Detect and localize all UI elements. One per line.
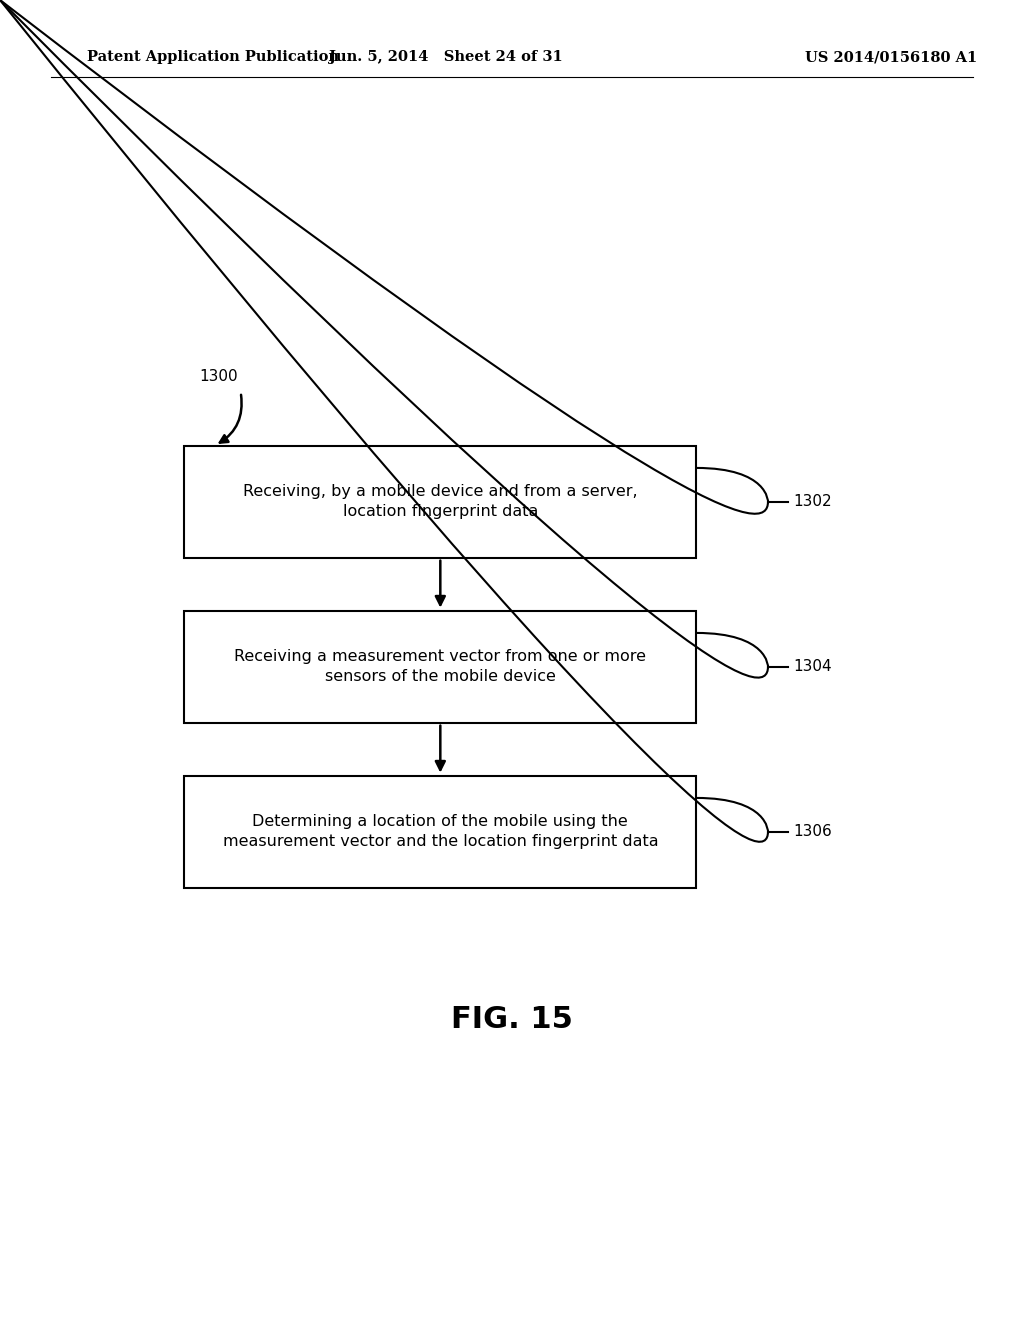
- Text: Determining a location of the mobile using the
measurement vector and the locati: Determining a location of the mobile usi…: [222, 814, 658, 849]
- Text: US 2014/0156180 A1: US 2014/0156180 A1: [805, 50, 977, 65]
- Text: 1304: 1304: [794, 659, 833, 675]
- FancyBboxPatch shape: [184, 776, 696, 887]
- Text: Receiving, by a mobile device and from a server,
location fingerprint data: Receiving, by a mobile device and from a…: [243, 484, 638, 519]
- Text: Jun. 5, 2014   Sheet 24 of 31: Jun. 5, 2014 Sheet 24 of 31: [329, 50, 562, 65]
- Text: FIG. 15: FIG. 15: [451, 1005, 573, 1034]
- Text: 1306: 1306: [794, 824, 833, 840]
- FancyBboxPatch shape: [184, 446, 696, 557]
- Text: 1300: 1300: [200, 368, 239, 384]
- Text: Receiving a measurement vector from one or more
sensors of the mobile device: Receiving a measurement vector from one …: [234, 649, 646, 684]
- Text: Patent Application Publication: Patent Application Publication: [87, 50, 339, 65]
- Text: 1302: 1302: [794, 494, 833, 510]
- FancyBboxPatch shape: [184, 610, 696, 722]
